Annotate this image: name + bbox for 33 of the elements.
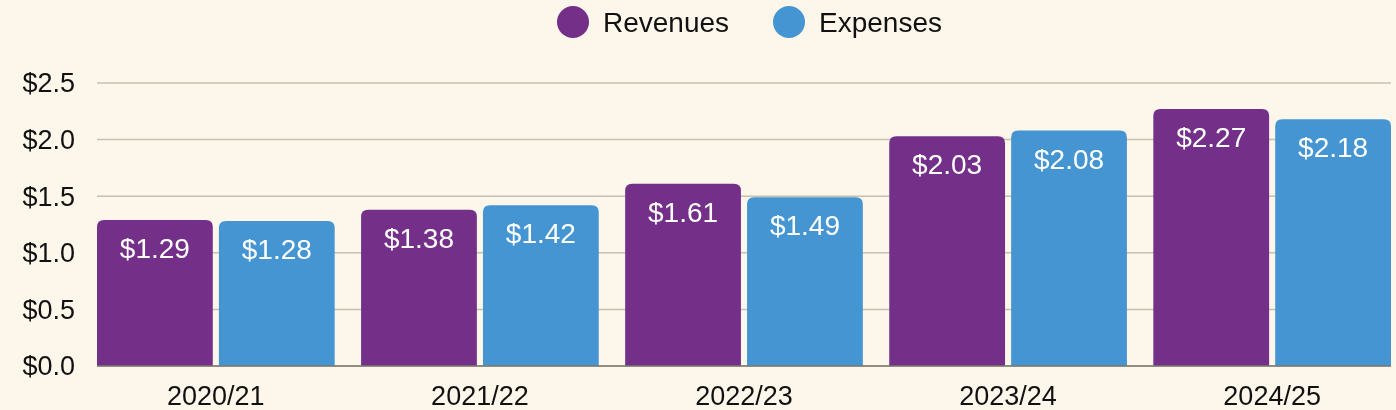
x-tick-label: 2024/25 <box>1223 381 1321 410</box>
data-label: $2.27 <box>1176 122 1247 154</box>
bar <box>361 209 477 366</box>
x-tick-label: 2023/24 <box>959 381 1057 410</box>
legend-label: Expenses <box>819 6 942 38</box>
bar <box>625 183 741 366</box>
data-label: $2.18 <box>1298 132 1369 164</box>
bar <box>1153 109 1270 366</box>
bar <box>218 221 335 366</box>
bar <box>1275 119 1391 366</box>
data-label: $1.38 <box>383 222 455 254</box>
bar <box>1011 130 1127 366</box>
y-tick-label: $0.0 <box>22 351 75 382</box>
bar <box>889 136 1006 366</box>
bar <box>97 219 213 366</box>
y-tick-label: $2.5 <box>22 68 75 99</box>
y-tick-label: $0.5 <box>22 294 75 325</box>
legend-label: Revenues <box>603 6 730 38</box>
data-label: $2.03 <box>912 149 983 181</box>
data-label: $2.08 <box>1033 143 1105 175</box>
x-tick-label: 2022/23 <box>695 381 793 410</box>
bar <box>747 197 863 366</box>
bar <box>482 205 599 366</box>
y-tick-label: $1.5 <box>22 181 75 212</box>
data-label: $1.42 <box>505 218 576 250</box>
y-tick-label: $1.0 <box>22 238 75 269</box>
data-label: $1.29 <box>119 232 190 264</box>
data-label: $1.49 <box>769 210 840 242</box>
x-tick-label: 2021/22 <box>431 381 529 410</box>
data-label: $1.28 <box>241 234 312 266</box>
y-tick-label: $2.0 <box>22 125 75 156</box>
data-label: $1.61 <box>648 196 719 228</box>
x-tick-label: 2020/21 <box>167 381 265 410</box>
